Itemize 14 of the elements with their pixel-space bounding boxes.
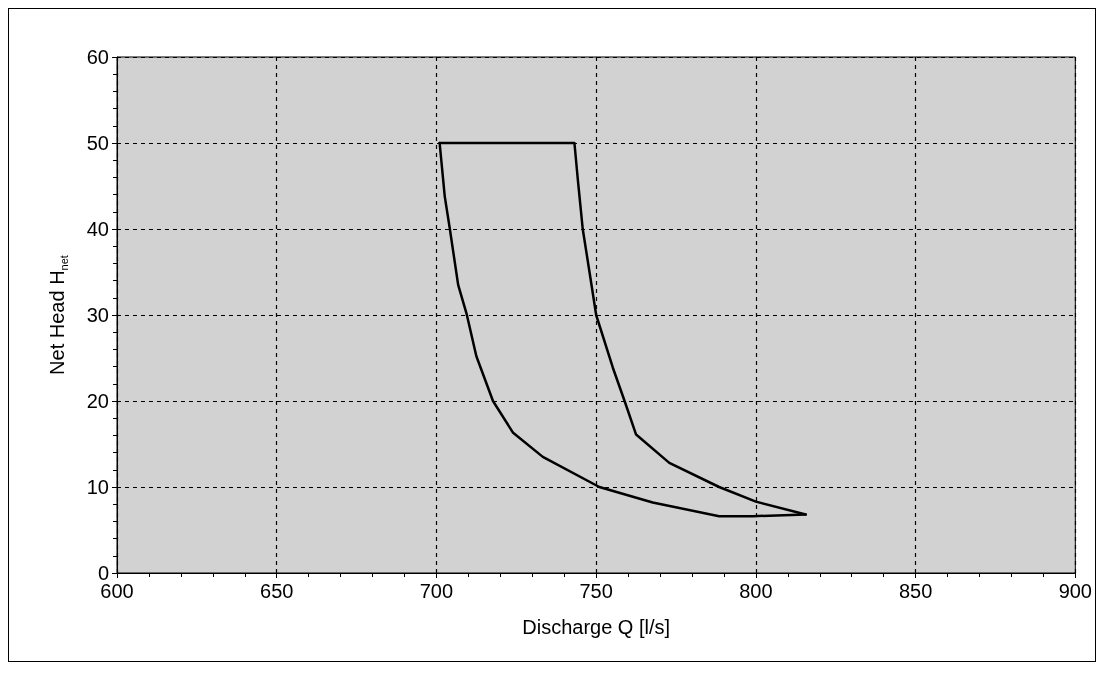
x-tick-label: 750 [579,580,613,602]
y-tick-label: 30 [86,304,109,326]
y-tick-label: 10 [86,476,109,498]
x-tick-label: 800 [739,580,773,602]
y-axis-title: Net Head Hnet [45,255,70,375]
x-tick-label: 900 [1058,580,1092,602]
y-tick-label: 60 [86,46,109,68]
x-tick-label: 650 [260,580,294,602]
x-tick-label: 850 [898,580,933,602]
y-tick-label: 40 [86,218,109,240]
y-tick-label: 50 [86,132,109,154]
y-tick-label: 20 [86,390,109,412]
x-axis-title: Discharge Q [l/s] [522,616,671,638]
x-tick-label: 700 [419,580,454,602]
